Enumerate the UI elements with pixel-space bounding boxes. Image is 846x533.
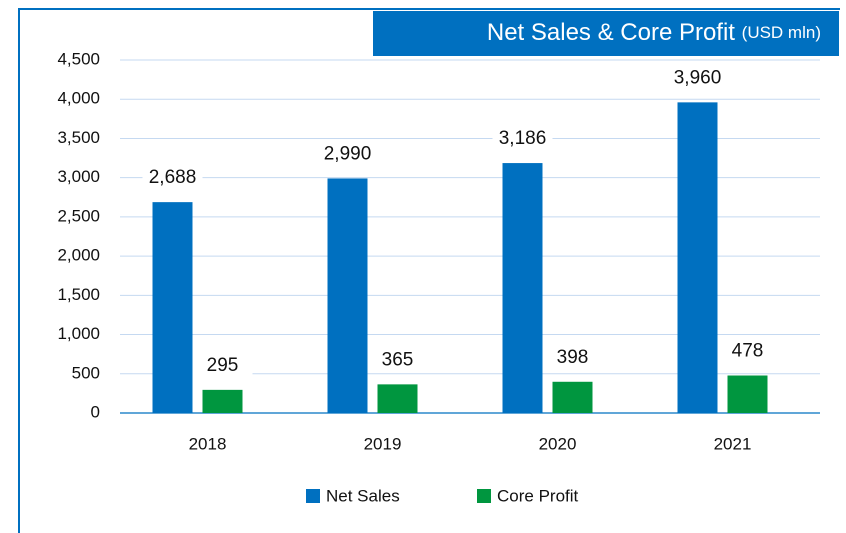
- y-tick-label: 500: [72, 363, 100, 382]
- label-bg: [317, 143, 378, 166]
- legend-swatch: [477, 489, 491, 503]
- y-tick-label: 4,500: [57, 49, 100, 68]
- title-unit: (USD mln): [742, 23, 821, 42]
- bar: [677, 102, 718, 414]
- label-bg: [717, 340, 778, 363]
- y-tick-label: 3,500: [57, 128, 100, 147]
- y-tick-label: 0: [91, 402, 100, 421]
- bar: [202, 389, 243, 413]
- data-label: 478: [732, 341, 764, 362]
- legend-swatch: [306, 489, 320, 503]
- data-label: 2,990: [324, 143, 372, 164]
- y-tick-label: 2,500: [57, 206, 100, 225]
- label-bg: [492, 128, 553, 151]
- bar: [552, 381, 593, 413]
- label-bg: [542, 346, 603, 369]
- y-tick-label: 4,000: [57, 89, 100, 108]
- bar: [152, 202, 193, 413]
- y-tick-label: 2,000: [57, 246, 100, 265]
- y-tick-label: 1,000: [57, 324, 100, 343]
- data-label: 295: [207, 355, 239, 376]
- y-tick-label: 3,000: [57, 167, 100, 186]
- label-bg: [367, 349, 428, 372]
- legend-label: Core Profit: [497, 486, 579, 505]
- data-label: 2,688: [149, 167, 197, 188]
- title-box: [373, 11, 839, 56]
- x-tick-label: 2020: [539, 434, 577, 453]
- label-bg: [142, 167, 203, 190]
- plot: 0 500 1,000 1,500 2,000 2,500 3,000 3,500 4,000 4…: [57, 49, 820, 453]
- x-tick-label: 2018: [189, 434, 227, 453]
- bar: [727, 375, 768, 413]
- x-tick-label: 2019: [364, 434, 402, 453]
- x-tick-label: 2021: [714, 434, 752, 453]
- bar: [327, 178, 368, 413]
- legend-label: Net Sales: [326, 486, 400, 505]
- label-bg: [192, 354, 253, 377]
- bar: [502, 163, 543, 413]
- bar: [377, 384, 418, 413]
- data-label: 3,186: [499, 128, 547, 149]
- data-label: 365: [382, 349, 414, 370]
- label-bg: [667, 67, 728, 90]
- frame: [18, 8, 840, 533]
- data-label: 3,960: [674, 67, 722, 88]
- chart-title: Net Sales & Core Profit (USD mln): [487, 19, 821, 46]
- y-tick-label: 1,500: [57, 285, 100, 304]
- title-text: Net Sales & Core Profit: [487, 19, 735, 46]
- data-label: 398: [557, 347, 589, 368]
